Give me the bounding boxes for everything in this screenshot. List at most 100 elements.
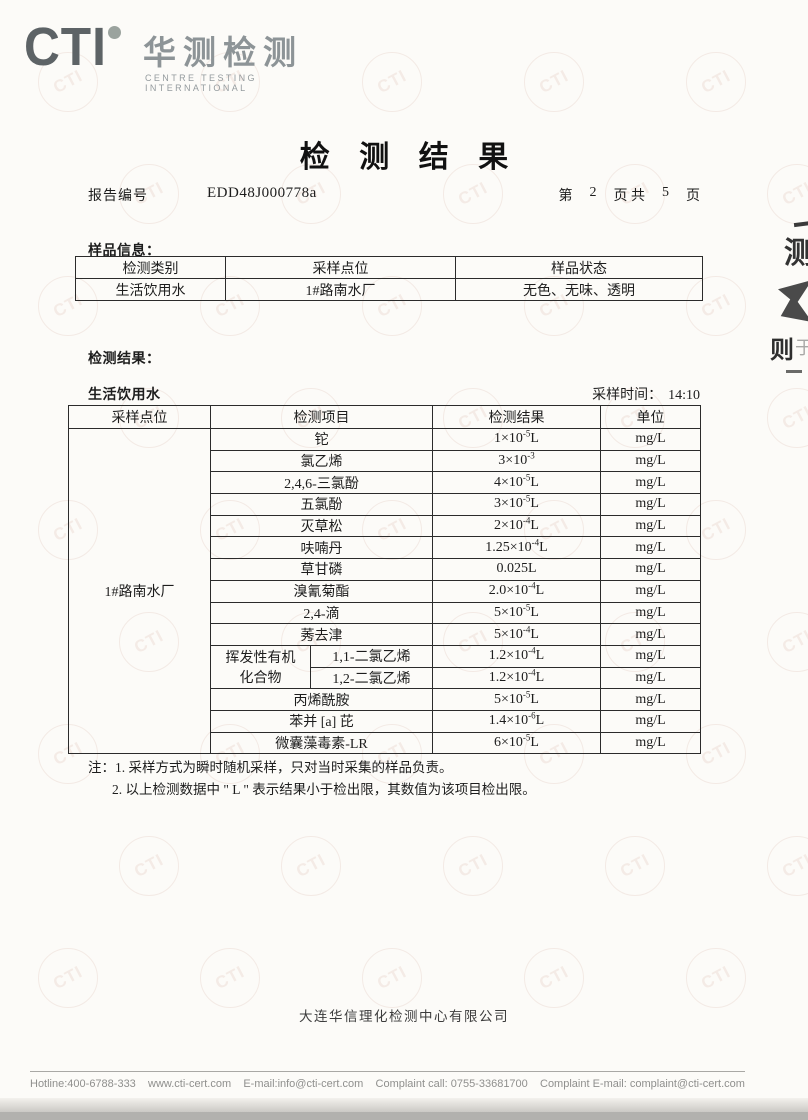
results-table: 采样点位 检测项目 检测结果 单位 1#路南水厂铊 1×10-5L mg/L 氯乙烯 3… [68, 405, 701, 755]
unit-cell: mg/L [600, 644, 701, 668]
item-cell: 溴氰菊酯 [210, 579, 433, 603]
item-cell: 铊 [210, 428, 433, 451]
footer-divider [30, 1071, 745, 1072]
footer-gradient-band [0, 1098, 808, 1112]
water-type-label: 生活饮用水 [88, 388, 161, 403]
results-data-row: 1#路南水厂铊 1×10-5L mg/L [68, 427, 701, 755]
result-cell: 3×10-5L [432, 493, 601, 516]
results-header-unit: 单位 [600, 405, 701, 429]
results-table-body: 1#路南水厂铊 1×10-5L mg/L 氯乙烯 3×10-3 mg/L 2,4,6-三氯酚… [68, 427, 701, 755]
unit-cell: mg/L [600, 731, 701, 755]
result-cell: 5×10-4L [432, 623, 601, 646]
sample-header-category: 检测类别 [75, 256, 226, 279]
results-data-row: 苯并 [a] 芘 1.4×10-6L mg/L [69, 709, 701, 733]
item-cell: 五氯酚 [210, 493, 433, 516]
sample-info-data-row: 生活饮用水 1#路南水厂 无色、无味、透明 [75, 278, 703, 301]
unit-cell: mg/L [600, 558, 701, 581]
results-data-row: 2,4,6-三氯酚 4×10-5L mg/L [69, 471, 701, 495]
report-number-label: 报告编号 [88, 189, 148, 204]
scan-artifacts: 测 则 于 [762, 210, 808, 388]
page-prefix: 第 [558, 189, 573, 204]
footer-contacts: Hotline:400-6788-333 www.cti-cert.com E-… [30, 1078, 745, 1090]
hotline-text: Hotline:400-6788-333 [30, 1078, 136, 1090]
unit-cell: mg/L [600, 514, 701, 538]
report-meta-line: 报告编号 EDD48J000778a 第 2 页 共 5 页 [0, 185, 808, 207]
complaint-email-text: Complaint E-mail: complaint@cti-cert.com [540, 1078, 745, 1090]
results-data-row: 挥发性有机 化合物 1,1-二氯乙烯 1.2×10-4L mg/L [69, 644, 701, 690]
scan-artifact-glyph: 于 [795, 338, 808, 358]
results-data-row: 溴氰菊酯 2.0×10-4L mg/L [69, 579, 701, 603]
page-title: 检 测 结 果 [299, 141, 520, 174]
scan-artifact-blob [778, 280, 808, 322]
item-cell: 丙烯酰胺 [210, 688, 433, 711]
page-indicator: 第 2 页 共 5 页 [559, 185, 701, 205]
unit-cell: mg/L [600, 428, 701, 451]
unit-cell: mg/L [600, 449, 701, 473]
scan-artifact-glyph: 则 [770, 338, 794, 364]
cti-logo-english-name: CENTRE TESTING INTERNATIONAL [145, 73, 257, 93]
unit-cell: mg/L [600, 709, 701, 733]
results-data-row: 丙烯酰胺 5×10-5L mg/L [69, 688, 701, 711]
result-cell: 4×10-5L [432, 471, 601, 495]
sample-header-state: 样品状态 [455, 256, 703, 279]
sample-info-header-row: 检测类别 采样点位 样品状态 [75, 256, 703, 279]
cti-logo: CTI 华测检测 CENTRE TESTING INTERNATIONAL [24, 20, 324, 93]
note-line-2: 2. 以上检测数据中 " L " 表示结果小于检出限，其数值为该项目检出限。 [112, 782, 536, 797]
unit-cell: mg/L [600, 471, 701, 495]
website-text: www.cti-cert.com [148, 1078, 232, 1090]
result-cell: 1.25×10-4L [432, 536, 601, 560]
unit-cell: mg/L [600, 601, 701, 625]
page-total: 5 [662, 185, 669, 200]
sample-point-cell: 1#路南水厂 [225, 278, 456, 301]
item-cell: 苯并 [a] 芘 [210, 709, 433, 733]
unit-cell: mg/L [600, 493, 701, 516]
results-section-label: 检测结果： [88, 352, 161, 367]
results-header-row: 采样点位 检测项目 检测结果 单位 [68, 405, 701, 429]
complaint-call-text: Complaint call: 0755-33681700 [375, 1078, 528, 1090]
result-cell: 2.0×10-4L [432, 579, 601, 603]
email-text: E-mail:info@cti-cert.com [243, 1078, 364, 1090]
report-number-value: EDD48J000778a [207, 185, 317, 201]
item-cell: 呋喃丹 [210, 536, 433, 560]
sample-info-table: 检测类别 采样点位 样品状态 生活饮用水 1#路南水厂 无色、无味、透明 [75, 256, 703, 301]
sampling-time-value: 14:10 [668, 388, 700, 403]
voc-group-cell: 挥发性有机 化合物 [210, 644, 311, 690]
sampling-time-label: 采样时间： [592, 388, 663, 403]
cti-logo-acronym: CTI [24, 17, 107, 77]
results-data-row: 微囊藻毒素-LR 6×10-5L mg/L [69, 731, 701, 755]
item-cell: 氯乙烯 [210, 449, 433, 473]
page-suffix: 页 [686, 189, 700, 204]
item-cell: 2,4,6-三氯酚 [210, 471, 433, 495]
scan-artifact-dash [786, 370, 802, 373]
results-header-item: 检测项目 [210, 405, 433, 429]
sample-header-point: 采样点位 [225, 256, 456, 279]
result-cell: 1.4×10-6L [432, 709, 601, 733]
cti-logo-chinese-name: 华测检测 [143, 34, 303, 71]
note-line-1: 注：1. 采样方式为瞬时随机采样，只对当时采集的样品负责。 [88, 760, 453, 775]
page-current: 2 [589, 185, 597, 200]
result-cell: 2×10-4L [432, 514, 601, 538]
footer-gray-strip [0, 1112, 808, 1120]
scan-artifact-glyph: 测 [784, 237, 808, 270]
item-cell: 2,4-滴 [210, 601, 433, 625]
page-mid: 页 共 [613, 189, 646, 204]
item-cell: 微囊藻毒素-LR [210, 731, 433, 755]
result-cell: 1.2×10-4L [432, 644, 601, 668]
result-cell: 1×10-5L [432, 428, 601, 451]
item-cell: 1,2-二氯乙烯 [310, 666, 433, 690]
sample-info-section-label: 样品信息： [88, 244, 161, 259]
results-header-point: 采样点位 [68, 405, 211, 429]
unit-cell: mg/L [600, 688, 701, 711]
result-cell: 5×10-5L [432, 601, 601, 625]
cti-logo-dot-icon [108, 26, 121, 39]
unit-cell: mg/L [600, 536, 701, 560]
result-cell: 1.2×10-4L [432, 666, 601, 690]
unit-cell: mg/L [600, 579, 701, 603]
scan-artifact-dash [793, 220, 808, 228]
sampling-time: 采样时间： 14:10 [592, 384, 700, 404]
result-cell: 3×10-3 [432, 449, 601, 473]
item-cell: 草甘磷 [210, 558, 433, 581]
result-cell: 0.025L [432, 558, 601, 581]
